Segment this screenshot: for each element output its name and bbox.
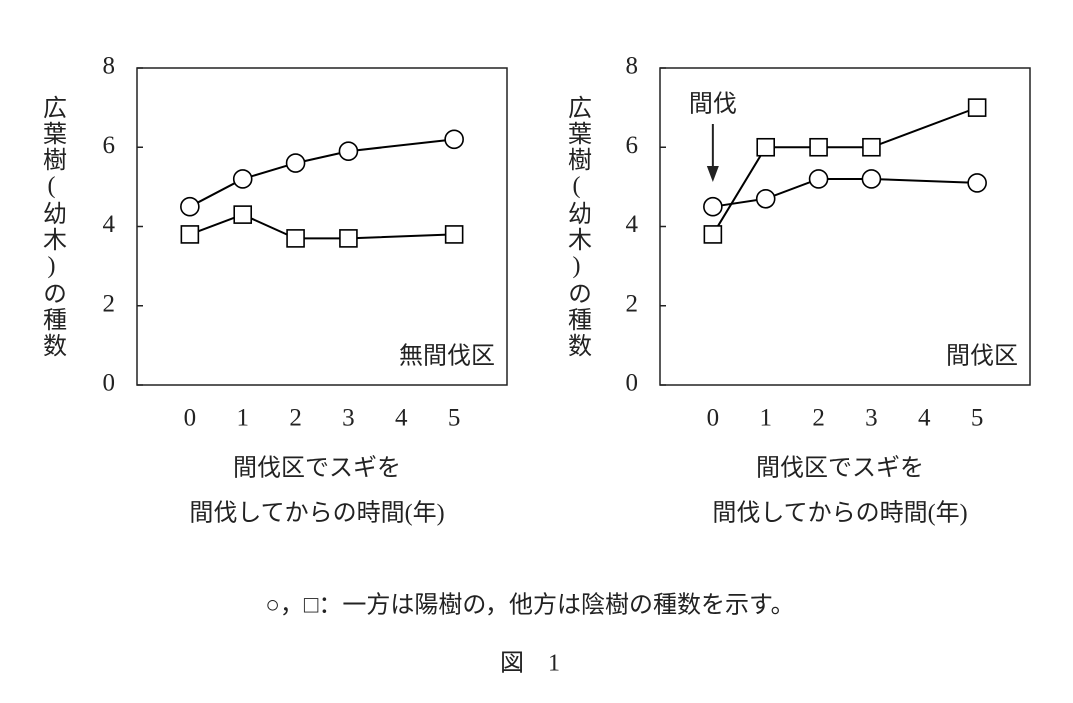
circle-marker [967, 173, 987, 193]
x-axis-label: 間伐してからの時間(年) [712, 500, 967, 527]
square-marker [967, 98, 987, 117]
circle-marker [338, 141, 359, 162]
y-axis-label: 広葉樹(幼木)の種数 [563, 95, 591, 359]
circle-marker [703, 196, 723, 217]
x-tick-label: 0 [184, 405, 197, 432]
square-marker [809, 137, 828, 157]
x-tick-label: 3 [865, 405, 878, 432]
figure-label: 図 1 [500, 651, 560, 677]
square-marker [339, 229, 358, 248]
circle-marker [808, 169, 829, 189]
x-tick-label: 2 [812, 405, 825, 432]
x-tick-label: 4 [395, 405, 408, 432]
y-tick-label: 6 [626, 132, 639, 159]
y-tick-label: 8 [626, 53, 639, 80]
series-line [189, 138, 455, 208]
square-marker [703, 225, 723, 244]
square-marker [756, 137, 776, 157]
series-line [712, 177, 978, 208]
y-tick-label: 2 [626, 290, 639, 317]
annotation: 間伐 [689, 91, 737, 118]
y-axis-label: 広葉樹(幼木)の種数 [38, 95, 66, 359]
series-line [189, 213, 455, 240]
square-marker [180, 225, 200, 244]
panel-label: 無間伐区 [399, 343, 495, 370]
x-axis-label: 間伐してからの時間(年) [189, 500, 444, 527]
y-tick-label: 8 [103, 53, 116, 80]
square-marker [862, 137, 881, 157]
square-marker [233, 205, 253, 224]
circle-marker [285, 153, 306, 173]
x-tick-label: 3 [342, 405, 355, 432]
circle-marker [180, 196, 200, 217]
x-tick-label: 5 [971, 405, 984, 432]
x-axis-label: 間伐区でスギを [233, 455, 401, 482]
caption: ○，□：一方は陽樹の，他方は陰樹の種数を示す。 [265, 592, 794, 619]
panel-label: 間伐区 [946, 343, 1018, 370]
circle-marker [861, 169, 882, 189]
x-tick-label: 2 [289, 405, 302, 432]
y-tick-label: 4 [626, 211, 639, 238]
x-axis-label: 間伐区でスギを [756, 455, 924, 482]
square-marker [444, 225, 464, 244]
square-marker [286, 229, 305, 248]
x-tick-label: 1 [759, 405, 772, 432]
circle-marker [444, 129, 464, 150]
y-tick-label: 2 [103, 290, 116, 317]
x-tick-label: 4 [918, 405, 931, 432]
x-tick-label: 5 [448, 405, 461, 432]
y-tick-label: 6 [103, 132, 116, 159]
circle-marker [232, 169, 253, 189]
x-tick-label: 0 [707, 405, 720, 432]
series-line [712, 106, 978, 235]
x-tick-label: 1 [236, 405, 249, 432]
y-tick-label: 0 [626, 370, 639, 397]
circle-marker [755, 188, 776, 209]
y-tick-label: 0 [103, 370, 116, 397]
annotation-arrowhead [706, 166, 719, 182]
y-tick-label: 4 [103, 211, 116, 238]
